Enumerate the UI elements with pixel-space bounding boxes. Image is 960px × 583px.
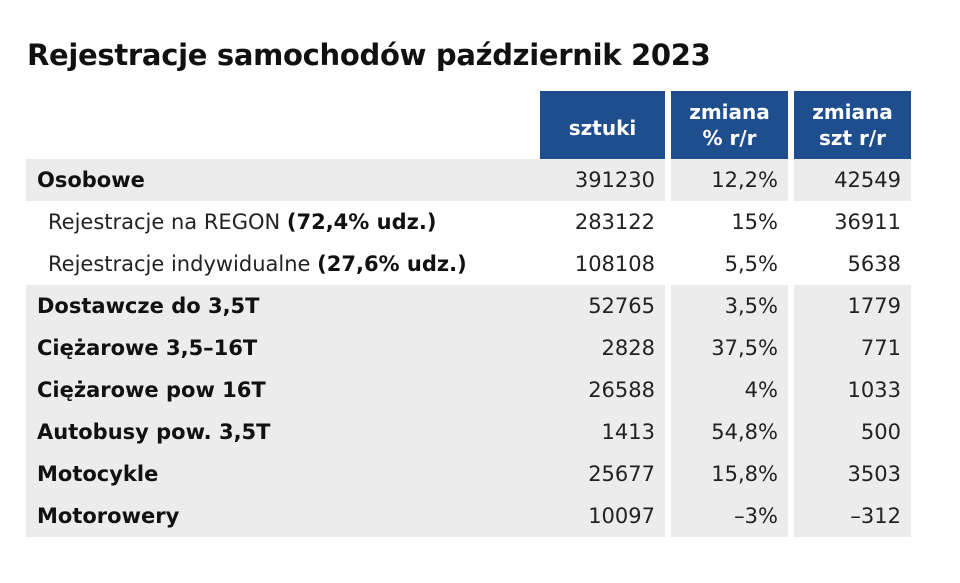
row-change-pct: 12,2% xyxy=(671,159,788,201)
row-label-text: Motocykle xyxy=(37,462,159,486)
row-label: Dostawcze do 3,5T xyxy=(26,285,540,327)
row-share: (72,4% udz.) xyxy=(286,210,437,234)
row-units: 108108 xyxy=(574,252,655,276)
row-change-szt: 1033 xyxy=(794,369,911,411)
row-label: Rejestracje indywidualne (27,6% udz.) xyxy=(26,243,540,285)
header-change-szt-line2: szt r/r xyxy=(818,126,887,150)
row-units: 283122 xyxy=(574,210,655,234)
row-label-text: Dostawcze do 3,5T xyxy=(37,294,260,318)
table-row: Ciężarowe pow 16T 26588 4% 1033 xyxy=(26,369,911,411)
table-row: Motocykle 25677 15,8% 3503 xyxy=(26,453,911,495)
row-units: 391230 xyxy=(540,159,665,201)
header-gap xyxy=(665,91,671,159)
row-label: Motocykle xyxy=(26,453,540,495)
row-change-szt: 500 xyxy=(794,411,911,453)
row-label-text: Osobowe xyxy=(37,168,145,192)
table-row: Rejestracje indywidualne (27,6% udz.) 10… xyxy=(26,243,911,285)
row-units: 1413 xyxy=(540,411,665,453)
row-change-szt: –312 xyxy=(794,495,911,537)
page-title: Rejestracje samochodów październik 2023 xyxy=(27,38,711,72)
row-change-szt: 42549 xyxy=(794,159,911,201)
row-change-pct: 15,8% xyxy=(671,453,788,495)
row-label: Autobusy pow. 3,5T xyxy=(26,411,540,453)
row-change-pct: –3% xyxy=(671,495,788,537)
header-change-pct-line1: zmiana xyxy=(689,100,770,124)
row-units: 26588 xyxy=(540,369,665,411)
row-units: 10097 xyxy=(540,495,665,537)
cell-gap xyxy=(788,327,794,369)
row-change-szt: 3503 xyxy=(794,453,911,495)
table-header-row: sztuki zmiana % r/r zmiana szt r/r xyxy=(26,91,911,159)
header-gap xyxy=(788,91,794,159)
cell-gap xyxy=(665,411,671,453)
row-label: Ciężarowe pow 16T xyxy=(26,369,540,411)
row-change-szt: 771 xyxy=(794,327,911,369)
header-blank-cell xyxy=(26,91,540,159)
cell-gap xyxy=(788,369,794,411)
cell-gap xyxy=(665,285,671,327)
cell-gap xyxy=(788,411,794,453)
cell-gap xyxy=(665,495,671,537)
row-label: Motorowery xyxy=(26,495,540,537)
table-row: Osobowe 391230 12,2% 42549 xyxy=(26,159,911,201)
row-units: 25677 xyxy=(540,453,665,495)
cell-gap xyxy=(788,201,794,243)
cell-gap xyxy=(665,201,671,243)
cell-gap xyxy=(665,369,671,411)
row-label-text: Rejestracje indywidualne xyxy=(48,252,318,276)
cell-gap xyxy=(665,243,671,285)
row-change-pct: 4% xyxy=(671,369,788,411)
row-label: Osobowe xyxy=(26,159,540,201)
header-change-szt-line1: zmiana xyxy=(812,100,893,124)
row-label: Rejestracje na REGON (72,4% udz.) xyxy=(26,201,540,243)
cell-gap xyxy=(788,243,794,285)
cell-gap xyxy=(788,495,794,537)
cell-gap xyxy=(665,327,671,369)
table-row: Ciężarowe 3,5–16T 2828 37,5% 771 xyxy=(26,327,911,369)
row-units: 52765 xyxy=(540,285,665,327)
cell-gap xyxy=(788,285,794,327)
row-change-pct: 37,5% xyxy=(671,327,788,369)
row-label-text: Rejestracje na REGON xyxy=(48,210,287,234)
row-label-text: Ciężarowe 3,5–16T xyxy=(37,336,258,360)
registrations-table: sztuki zmiana % r/r zmiana szt r/r Osobo… xyxy=(26,91,911,537)
row-change-pct: 15% xyxy=(731,210,778,234)
header-change-pct-line2: % r/r xyxy=(702,126,757,150)
row-change-szt: 5638 xyxy=(847,252,901,276)
header-units: sztuki xyxy=(540,91,665,159)
row-change-pct: 5,5% xyxy=(724,252,778,276)
row-label-text: Autobusy pow. 3,5T xyxy=(37,420,271,444)
row-change-szt: 36911 xyxy=(834,210,901,234)
row-change-pct: 54,8% xyxy=(671,411,788,453)
header-change-szt: zmiana szt r/r xyxy=(794,91,911,159)
header-change-pct: zmiana % r/r xyxy=(671,91,788,159)
row-label: Ciężarowe 3,5–16T xyxy=(26,327,540,369)
cell-gap xyxy=(788,453,794,495)
cell-gap xyxy=(665,453,671,495)
row-units: 2828 xyxy=(540,327,665,369)
row-share: (27,6% udz.) xyxy=(317,252,467,276)
table-row: Motorowery 10097 –3% –312 xyxy=(26,495,911,537)
table-row: Autobusy pow. 3,5T 1413 54,8% 500 xyxy=(26,411,911,453)
table-row: Rejestracje na REGON (72,4% udz.) 283122… xyxy=(26,201,911,243)
cell-gap xyxy=(788,159,794,201)
row-label-text: Ciężarowe pow 16T xyxy=(37,378,266,402)
row-change-szt: 1779 xyxy=(794,285,911,327)
row-change-pct: 3,5% xyxy=(671,285,788,327)
table-row: Dostawcze do 3,5T 52765 3,5% 1779 xyxy=(26,285,911,327)
cell-gap xyxy=(665,159,671,201)
row-label-text: Motorowery xyxy=(37,504,180,528)
